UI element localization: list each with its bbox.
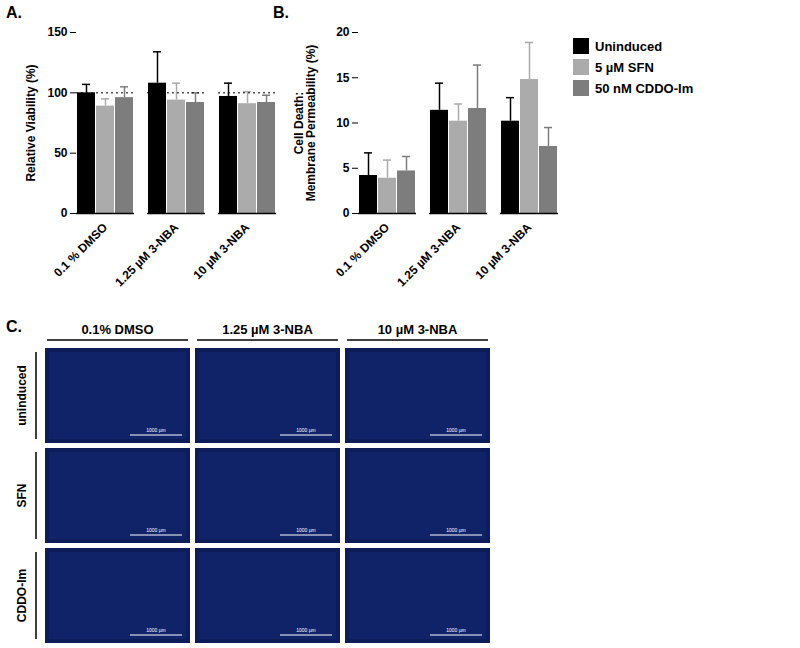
svg-text:50: 50 [54,146,68,160]
svg-text:0: 0 [61,206,68,220]
svg-text:1000 µm: 1000 µm [446,527,466,533]
svg-text:Cell Death:Membrane Permeabili: Cell Death:Membrane Permeability (%) [292,45,318,202]
svg-text:SFN: SFN [15,484,29,508]
svg-text:10 µM 3-NBA: 10 µM 3-NBA [190,220,252,282]
svg-text:1000 µm: 1000 µm [146,527,166,533]
svg-text:1000 µm: 1000 µm [446,627,466,633]
html-text:C.: C. [6,318,22,335]
svg-text:0.1 % DMSO: 0.1 % DMSO [333,220,392,279]
svg-text:Relative Viability (%): Relative Viability (%) [24,64,38,181]
html-text:50 nM CDDO-Im: 50 nM CDDO-Im [595,80,694,96]
svg-text:1000 µm: 1000 µm [296,527,316,533]
svg-text:20: 20 [336,25,350,39]
svg-text:CDDO-Im: CDDO-Im [15,569,29,622]
svg-text:0.1 % DMSO: 0.1 % DMSO [51,220,110,279]
svg-text:1.25 µM 3-NBA: 1.25 µM 3-NBA [222,322,313,337]
svg-text:100: 100 [47,86,67,100]
svg-text:1000 µm: 1000 µm [146,627,166,633]
html-text:Uninduced: Uninduced [595,38,663,54]
svg-text:uninduced: uninduced [15,365,29,426]
html-text:B.: B. [273,4,289,21]
svg-text:5: 5 [343,161,350,175]
svg-text:1000 µm: 1000 µm [446,427,466,433]
svg-text:10 µM 3-NBA: 10 µM 3-NBA [472,220,534,282]
svg-text:1.25 µM 3-NBA: 1.25 µM 3-NBA [394,220,463,289]
svg-text:0: 0 [343,206,350,220]
svg-text:10: 10 [336,116,350,130]
svg-text:1.25 µM 3-NBA: 1.25 µM 3-NBA [112,220,181,289]
svg-text:1000 µm: 1000 µm [296,427,316,433]
svg-text:15: 15 [336,71,350,85]
html-text:5 µM SFN: 5 µM SFN [595,59,654,75]
html-text:A.: A. [6,4,22,21]
svg-text:150: 150 [47,25,67,39]
svg-text:1000 µm: 1000 µm [296,627,316,633]
svg-text:1000 µm: 1000 µm [146,427,166,433]
svg-text:0.1% DMSO: 0.1% DMSO [81,322,153,337]
svg-text:10 µM 3-NBA: 10 µM 3-NBA [378,322,458,337]
